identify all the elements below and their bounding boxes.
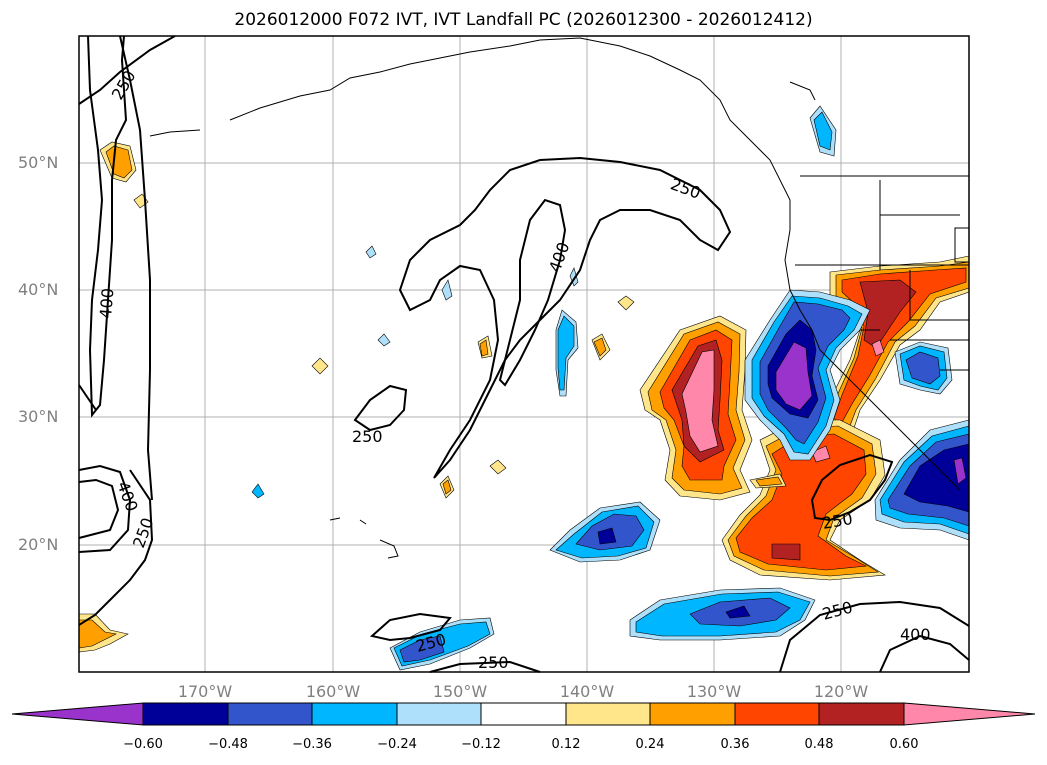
colorbar-tick: 0.48 [804, 737, 834, 752]
lat-label: 40°N [18, 280, 59, 299]
lon-label: 120°W [813, 682, 869, 701]
colorbar-tick: 0.12 [551, 737, 581, 752]
contour-label: 400 [545, 240, 573, 275]
lon-label: 150°W [432, 682, 488, 701]
map-title: 2026012000 F072 IVT, IVT Landfall PC (20… [234, 10, 813, 30]
contour-label: 250 [821, 509, 854, 533]
colorbar-tick: −0.12 [461, 737, 501, 752]
colorbar-tick: −0.36 [292, 737, 332, 752]
colorbar-tick: −0.48 [208, 737, 248, 752]
contour-label: 250 [352, 427, 383, 446]
coastlines [149, 37, 970, 559]
contour-label: 250 [820, 598, 854, 624]
contour-label: 400 [900, 625, 931, 644]
contour-label: 250 [668, 174, 703, 202]
lon-label: 160°W [305, 682, 361, 701]
lon-label: 130°W [686, 682, 742, 701]
colorbar-tick: −0.60 [123, 737, 163, 752]
colorbar-tick: 0.60 [889, 737, 919, 752]
lat-label: 50°N [18, 153, 59, 172]
shading-negative [251, 105, 970, 671]
shading-positive-ca-coast [78, 141, 970, 653]
ivt-contours [78, 35, 970, 673]
contour-label: 250 [108, 67, 140, 103]
colorbar [11, 702, 1036, 726]
contour-label: 250 [478, 653, 509, 672]
lon-label: 170°W [177, 682, 233, 701]
map-frame [78, 35, 970, 673]
colorbar-tick: 0.24 [635, 737, 665, 752]
colorbar-tick: −0.24 [377, 737, 417, 752]
lon-label: 140°W [559, 682, 615, 701]
colorbar-tick: 0.36 [720, 737, 750, 752]
lat-label: 30°N [18, 407, 59, 426]
colorbar-extend-high [903, 702, 1036, 726]
contour-label: 400 [96, 287, 118, 319]
colorbar-extend-low [11, 702, 144, 726]
lat-label: 20°N [18, 535, 59, 554]
